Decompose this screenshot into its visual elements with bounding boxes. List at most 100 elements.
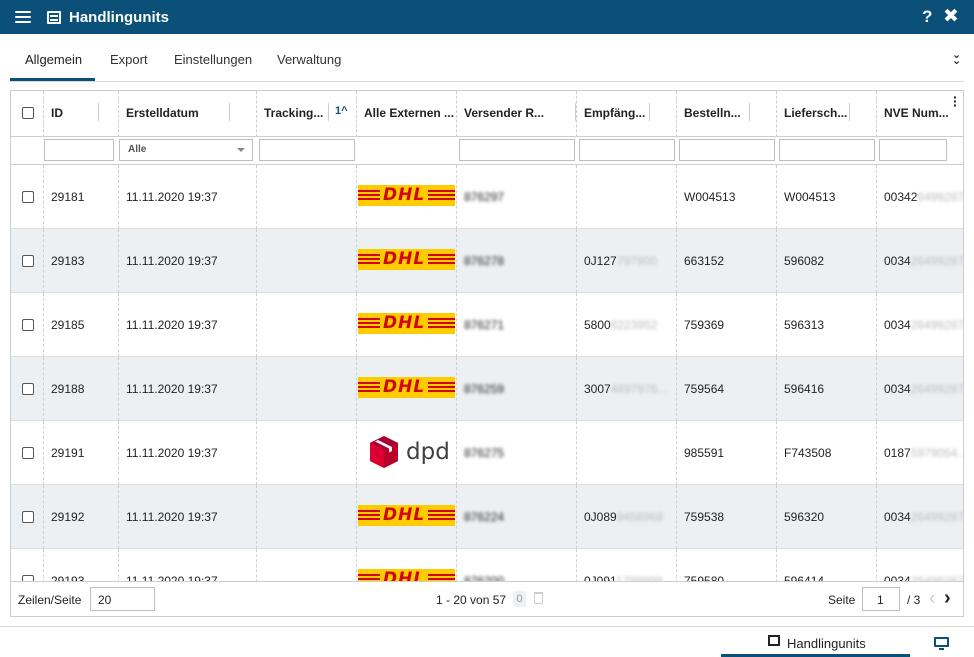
cell-nve-nummer: 003426499287...	[877, 485, 963, 549]
column-separator[interactable]	[328, 103, 329, 121]
column-separator[interactable]	[749, 103, 750, 121]
chevron-down-icon	[237, 148, 245, 152]
filter-empfaenger-input[interactable]	[579, 139, 675, 161]
filter-lieferschein-input[interactable]	[779, 139, 875, 161]
handlingunits-grid: ID Erstelldatum Tracking... 1^ Alle Exte…	[10, 90, 964, 617]
table-row[interactable]: 29183 11.11.2020 19:37 DHL 876278 0J12779790…	[11, 229, 963, 293]
cell-tracking	[257, 357, 357, 421]
cell-tracking	[257, 229, 357, 293]
sort-ascending-icon[interactable]: 1^	[335, 105, 348, 117]
next-page-icon[interactable]: ›	[944, 587, 951, 610]
cell-nve-redacted: 26499287...	[911, 574, 963, 581]
cell-lieferschein-value: W004513	[784, 190, 835, 204]
cell-empfaenger	[577, 165, 677, 229]
cell-nve-value: 0034	[884, 574, 911, 581]
header-lieferschein[interactable]: Liefersch...	[777, 91, 877, 137]
cell-empfaenger-redacted: 4897976...	[611, 382, 668, 396]
close-icon[interactable]: ✖	[943, 5, 959, 28]
handlingunits-app-icon	[47, 11, 61, 24]
cell-select	[11, 549, 44, 581]
row-checkbox[interactable]	[22, 511, 34, 523]
row-checkbox[interactable]	[22, 255, 34, 267]
desktop-monitor-icon[interactable]	[934, 637, 949, 647]
row-checkbox[interactable]	[22, 319, 34, 331]
cell-lieferschein: 596414	[777, 549, 877, 581]
cell-alle-externen: DHL	[357, 485, 457, 549]
record-range: 1 - 20 von 57	[436, 593, 506, 607]
filter-row: Alle	[11, 137, 963, 165]
filter-nve-input[interactable]	[879, 139, 947, 161]
trash-icon[interactable]	[534, 592, 543, 604]
previous-page-icon[interactable]: ‹	[929, 588, 935, 610]
tab-einstellungen[interactable]: Einstellungen	[174, 52, 252, 67]
column-options-icon[interactable]: · · ·	[953, 95, 957, 107]
filter-id-input[interactable]	[44, 139, 114, 161]
filter-bestellnummer-input[interactable]	[679, 139, 775, 161]
filter-erstelldatum-select[interactable]: Alle	[119, 139, 253, 161]
column-separator[interactable]	[575, 103, 576, 121]
tab-allgemein[interactable]: Allgemein	[25, 52, 82, 67]
column-separator[interactable]	[849, 103, 850, 121]
cell-empfaenger-value: 5800	[584, 318, 611, 332]
select-all-checkbox[interactable]	[22, 107, 34, 119]
cell-id-value: 29191	[51, 446, 84, 460]
tab-export[interactable]: Export	[110, 52, 148, 67]
cell-bestellnummer: 985591	[677, 421, 777, 485]
cell-date-value: 11.11.2020 19:37	[126, 382, 218, 396]
rows-per-page-input[interactable]: 20	[90, 587, 155, 611]
header-lieferschein-label: Liefersch...	[784, 106, 847, 120]
dhl-logo: DHL	[358, 249, 455, 270]
cell-lieferschein-value: 596320	[784, 510, 824, 524]
header-alle-externen[interactable]: Alle Externen ...	[357, 91, 457, 137]
cell-versender-value: 876259	[464, 382, 504, 396]
cell-date-value: 11.11.2020 19:37	[126, 190, 218, 204]
cell-id: 29193	[44, 549, 119, 581]
filter-versender-input[interactable]	[459, 139, 575, 161]
cell-bestellnummer-value: 663152	[684, 254, 724, 268]
cell-id: 29188	[44, 357, 119, 421]
table-row[interactable]: 29192 11.11.2020 19:37 DHL 876224 0J08994589…	[11, 485, 963, 549]
row-checkbox[interactable]	[22, 447, 34, 459]
row-checkbox[interactable]	[22, 383, 34, 395]
cell-bestellnummer-value: 759369	[684, 318, 724, 332]
table-row[interactable]: 29193 11.11.2020 19:37 DHL 876200 0J09117999…	[11, 549, 963, 581]
cell-id: 29192	[44, 485, 119, 549]
cell-nve-value: 0187	[884, 446, 911, 460]
table-row[interactable]: 29191 11.11.2020 19:37 dpd 876275 985591 F743…	[11, 421, 963, 485]
header-empfaenger[interactable]: Empfäng...	[577, 91, 677, 137]
header-bestellnummer[interactable]: Bestelln...	[677, 91, 777, 137]
page-number-input[interactable]: 1	[862, 587, 900, 611]
chevron-double-down-icon[interactable]: ⌄ ⌄	[952, 52, 961, 64]
header-bestellnummer-label: Bestelln...	[684, 106, 741, 120]
header-id[interactable]: ID	[44, 91, 119, 137]
row-checkbox[interactable]	[22, 191, 34, 203]
taskbar-tab-handlingunits[interactable]: Handlingunits	[721, 627, 910, 657]
table-row[interactable]: 29185 11.11.2020 19:37 DHL 876271 5800622395…	[11, 293, 963, 357]
cell-id: 29191	[44, 421, 119, 485]
table-row[interactable]: 29188 11.11.2020 19:37 DHL 876259 3007489797…	[11, 357, 963, 421]
cell-id-value: 29188	[51, 382, 84, 396]
cell-nve-nummer: 003426499287...	[877, 549, 963, 581]
header-tracking-label: Tracking...	[264, 106, 323, 120]
cell-date-value: 11.11.2020 19:37	[126, 446, 218, 460]
column-separator[interactable]	[649, 103, 650, 121]
column-separator[interactable]	[229, 103, 230, 121]
header-versender[interactable]: Versender R...	[457, 91, 577, 137]
header-nve-nummer[interactable]: NVE Num...	[877, 91, 947, 137]
cell-nve-value: 0034	[884, 510, 911, 524]
cell-nve-redacted: 6499287...	[917, 190, 963, 204]
help-icon[interactable]: ?	[922, 7, 932, 27]
cell-lieferschein: 596082	[777, 229, 877, 293]
hamburger-menu-icon[interactable]	[15, 11, 31, 23]
header-tracking[interactable]: Tracking... 1^	[257, 91, 357, 137]
filter-tracking-input[interactable]	[259, 139, 355, 161]
cell-nve-redacted: 26499287...	[911, 510, 963, 524]
cell-alle-externen: DHL	[357, 165, 457, 229]
cell-empfaenger-value: 3007	[584, 382, 611, 396]
cell-lieferschein-value: 596416	[784, 382, 824, 396]
cell-empfaenger	[577, 421, 677, 485]
header-erstelldatum[interactable]: Erstelldatum	[119, 91, 257, 137]
table-row[interactable]: 29181 11.11.2020 19:37 DHL 876297 W004513 W00…	[11, 165, 963, 229]
tab-verwaltung[interactable]: Verwaltung	[277, 52, 341, 67]
column-separator[interactable]	[98, 103, 99, 121]
